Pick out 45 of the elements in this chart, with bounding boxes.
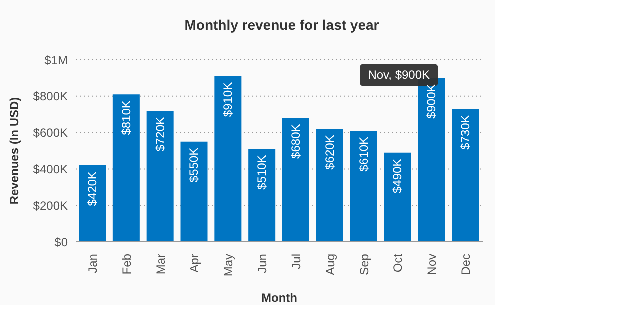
bar xyxy=(282,118,310,242)
bar xyxy=(316,129,344,242)
data-label: $620K xyxy=(322,135,337,170)
annotation: Nov, $900K xyxy=(368,68,430,82)
y-tick-label: $600K xyxy=(33,126,68,140)
data-label: $510K xyxy=(255,155,270,190)
x-tick-label: Nov xyxy=(425,254,440,276)
y-tick-label: $0 xyxy=(54,235,68,250)
y-tick-label: $1M xyxy=(44,53,68,68)
bar xyxy=(384,152,412,242)
chart-title: Monthly revenue for last year xyxy=(184,17,380,33)
data-label: $810K xyxy=(119,100,134,136)
y-tick-label: $200K xyxy=(33,198,68,213)
x-tick-label: Jul xyxy=(289,254,304,270)
data-label: $550K xyxy=(187,148,202,183)
data-label: $910K xyxy=(221,82,236,118)
x-axis-title: Month xyxy=(262,291,298,305)
bar xyxy=(112,94,140,242)
x-tick-label: Jan xyxy=(86,254,100,274)
data-label: $610K xyxy=(356,136,371,172)
bar xyxy=(79,166,106,242)
bar xyxy=(452,109,480,242)
y-tick-label: $800K xyxy=(33,90,68,104)
y-tick-label: $400K xyxy=(33,162,68,176)
data-label: $420K xyxy=(86,172,100,206)
x-tick-label: Aug xyxy=(323,254,338,276)
x-tick-label: Mar xyxy=(154,254,168,275)
x-tick-label: Dec xyxy=(459,254,474,276)
x-tick-label: Oct xyxy=(391,253,406,273)
x-tick-label: May xyxy=(222,254,236,277)
data-label: $680K xyxy=(289,124,303,159)
data-label: $490K xyxy=(390,158,405,194)
data-label: $720K xyxy=(153,116,168,152)
x-tick-label: Sep xyxy=(357,254,372,276)
data-label: $730K xyxy=(458,115,473,150)
bar xyxy=(350,130,378,242)
bar xyxy=(214,76,242,242)
x-tick-label: Jun xyxy=(256,254,270,274)
bar xyxy=(248,149,276,242)
bar xyxy=(146,110,174,242)
x-tick-label: Apr xyxy=(188,254,202,273)
data-label: $900K xyxy=(424,84,439,119)
y-axis-title: Revenues (In USD) xyxy=(7,97,22,205)
bar xyxy=(180,142,208,242)
x-tick-label: Feb xyxy=(120,254,134,275)
